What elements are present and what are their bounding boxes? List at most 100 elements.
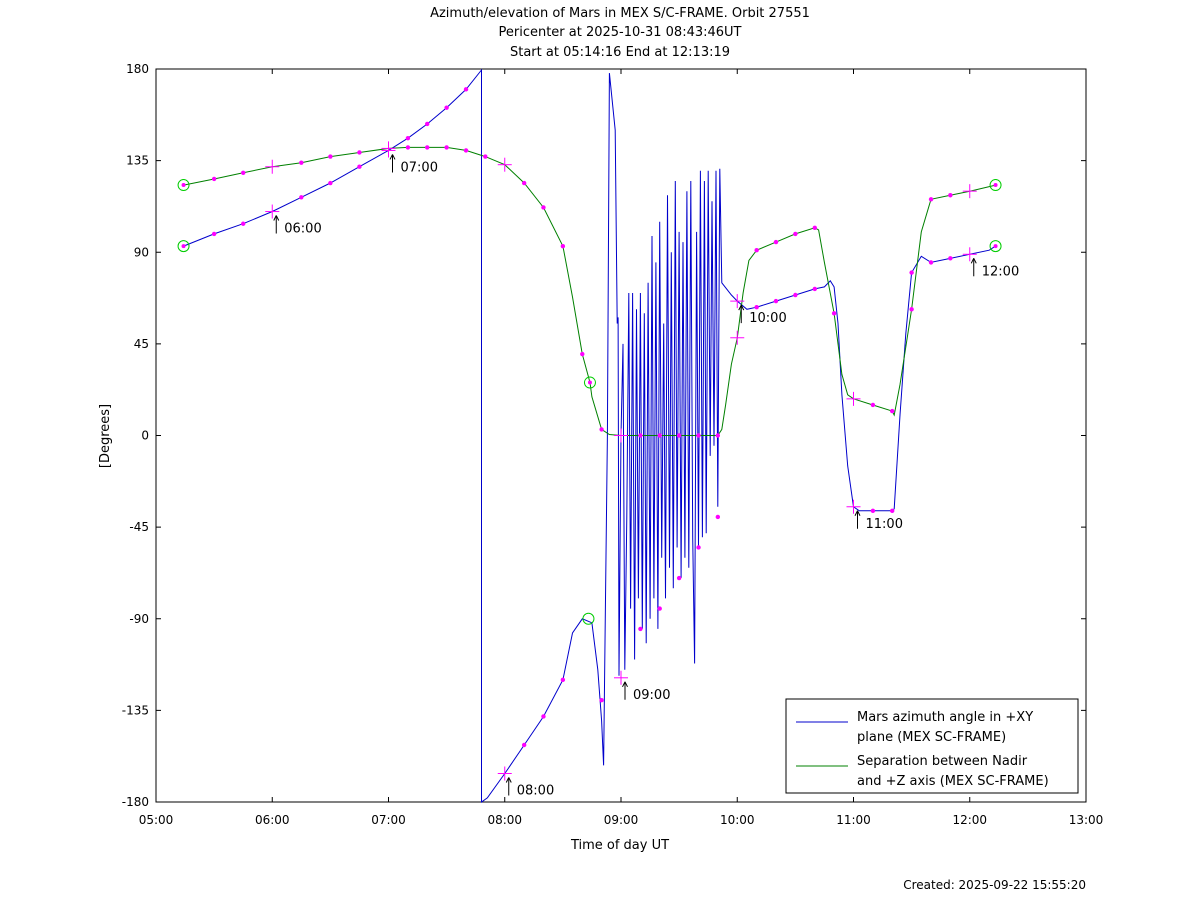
series-line-azimuth	[183, 68, 996, 803]
time-annotation-label-1: 07:00	[401, 160, 438, 175]
hour-marker-separation-2	[497, 157, 512, 172]
created-footer: Created: 2025-09-22 15:55:20	[903, 878, 1086, 892]
point-marker-separation-5	[405, 145, 411, 150]
point-marker-separation-20	[754, 248, 759, 253]
point-marker-separation-25	[870, 402, 876, 408]
y-tick-label-7: -135	[122, 703, 149, 717]
y-tick-label-2: 90	[134, 245, 149, 259]
point-marker-azimuth-13	[638, 626, 643, 632]
point-marker-separation-17	[676, 433, 682, 438]
point-marker-separation-27	[909, 307, 914, 312]
point-marker-separation-15	[638, 433, 643, 438]
time-annotation-0: 06:00	[273, 215, 322, 237]
y-tick-label-0: 180	[126, 62, 149, 76]
point-marker-azimuth-19	[773, 298, 779, 304]
endpoint-circle-separation-1	[583, 376, 596, 389]
legend-label-separation-line-2: and +Z axis (MEX SC-FRAME)	[857, 774, 1049, 789]
y-axis-label: [Degrees]	[98, 404, 113, 468]
point-marker-separation-16	[657, 433, 662, 438]
point-marker-azimuth-14	[657, 606, 662, 611]
extra-circle-0	[582, 612, 595, 625]
point-marker-azimuth-16	[696, 545, 701, 550]
y-tick-label-8: -180	[122, 795, 149, 809]
hour-marker-separation-3	[614, 428, 628, 443]
endpoint-dot-separation-0	[181, 183, 186, 188]
point-marker-azimuth-7	[444, 105, 449, 110]
point-marker-separation-21	[773, 239, 779, 245]
time-annotation-label-2: 08:00	[517, 783, 554, 798]
point-marker-azimuth-4	[357, 164, 362, 169]
point-marker-azimuth-5	[405, 136, 411, 141]
point-marker-azimuth-12	[599, 697, 604, 703]
time-annotation-1: 07:00	[389, 154, 438, 175]
point-marker-azimuth-8	[463, 87, 469, 92]
point-marker-separation-0	[211, 176, 217, 182]
point-marker-separation-18	[696, 433, 701, 438]
point-marker-azimuth-3	[328, 180, 333, 186]
endpoint-dot-separation-2	[993, 183, 998, 188]
point-marker-azimuth-17	[715, 514, 721, 520]
y-tick-label-1: 135	[126, 154, 149, 168]
point-marker-separation-28	[928, 197, 934, 202]
time-annotation-5: 11:00	[854, 510, 903, 532]
title-line-2: Pericenter at 2025-10-31 08:43:46UT	[498, 25, 741, 40]
hour-marker-azimuth-3	[614, 670, 628, 685]
x-tick-label-1: 06:00	[255, 813, 290, 827]
endpoint-circle-azimuth-1	[989, 240, 1002, 253]
point-marker-separation-4	[357, 150, 362, 155]
legend-box	[785, 698, 1079, 794]
point-marker-separation-14	[599, 427, 604, 432]
time-annotation-label-0: 06:00	[284, 222, 321, 237]
title-line-1: Azimuth/elevation of Mars in MEX S/C-FRA…	[430, 6, 810, 21]
series-layer	[183, 68, 996, 803]
endpoint-circle-separation-0	[177, 179, 190, 192]
point-marker-separation-11	[541, 205, 546, 210]
point-marker-separation-22	[793, 231, 798, 237]
point-marker-azimuth-10	[541, 714, 546, 719]
point-marker-azimuth-2	[299, 195, 304, 200]
x-tick-label-4: 09:00	[604, 813, 639, 827]
hour-marker-separation-0	[265, 159, 280, 174]
point-marker-separation-8	[463, 148, 469, 153]
x-tick-label-3: 08:00	[487, 813, 522, 827]
hour-marker-azimuth-5	[846, 499, 861, 514]
point-marker-separation-7	[444, 145, 449, 150]
hour-marker-separation-6	[962, 184, 977, 199]
point-marker-separation-1	[240, 170, 246, 176]
x-tick-label-7: 12:00	[952, 813, 987, 827]
time-annotation-6: 12:00	[970, 258, 1019, 279]
hour-marker-separation-1	[381, 141, 396, 156]
hour-marker-azimuth-0	[265, 204, 280, 219]
series-line-separation	[183, 146, 996, 436]
point-marker-separation-3	[328, 154, 333, 159]
legend-label-azimuth-line-1: Mars azimuth angle in +XY	[857, 710, 1033, 725]
time-annotation-4: 10:00	[738, 304, 787, 326]
y-tick-label-5: -45	[129, 520, 149, 534]
point-marker-separation-23	[812, 225, 817, 231]
x-tick-label-2: 07:00	[371, 813, 406, 827]
point-marker-azimuth-9	[521, 742, 527, 748]
point-marker-azimuth-11	[560, 677, 566, 683]
point-marker-azimuth-6	[425, 121, 430, 127]
chart-title: Azimuth/elevation of Mars in MEX S/C-FRA…	[430, 6, 810, 60]
time-annotation-label-3: 09:00	[633, 688, 670, 703]
point-marker-azimuth-0	[211, 231, 217, 237]
point-marker-separation-13	[580, 351, 585, 357]
endpoint-dot-azimuth-1	[993, 244, 998, 249]
point-marker-separation-29	[948, 193, 953, 198]
point-marker-azimuth-21	[812, 286, 817, 292]
point-marker-azimuth-18	[754, 305, 759, 310]
time-annotation-label-6: 12:00	[982, 264, 1019, 279]
x-tick-label-5: 10:00	[720, 813, 755, 827]
x-tick-label-8: 13:00	[1069, 813, 1104, 827]
hour-marker-azimuth-4	[730, 294, 745, 309]
endpoint-dot-azimuth-0	[181, 244, 186, 249]
point-marker-separation-2	[299, 160, 304, 165]
x-tick-label-0: 05:00	[139, 813, 174, 827]
point-marker-separation-12	[560, 243, 566, 249]
point-marker-azimuth-1	[240, 221, 246, 226]
legend-label-separation-line-1: Separation between Nadir	[857, 754, 1028, 769]
endpoint-circle-azimuth-0	[177, 240, 190, 253]
marker-layer	[177, 87, 1002, 781]
